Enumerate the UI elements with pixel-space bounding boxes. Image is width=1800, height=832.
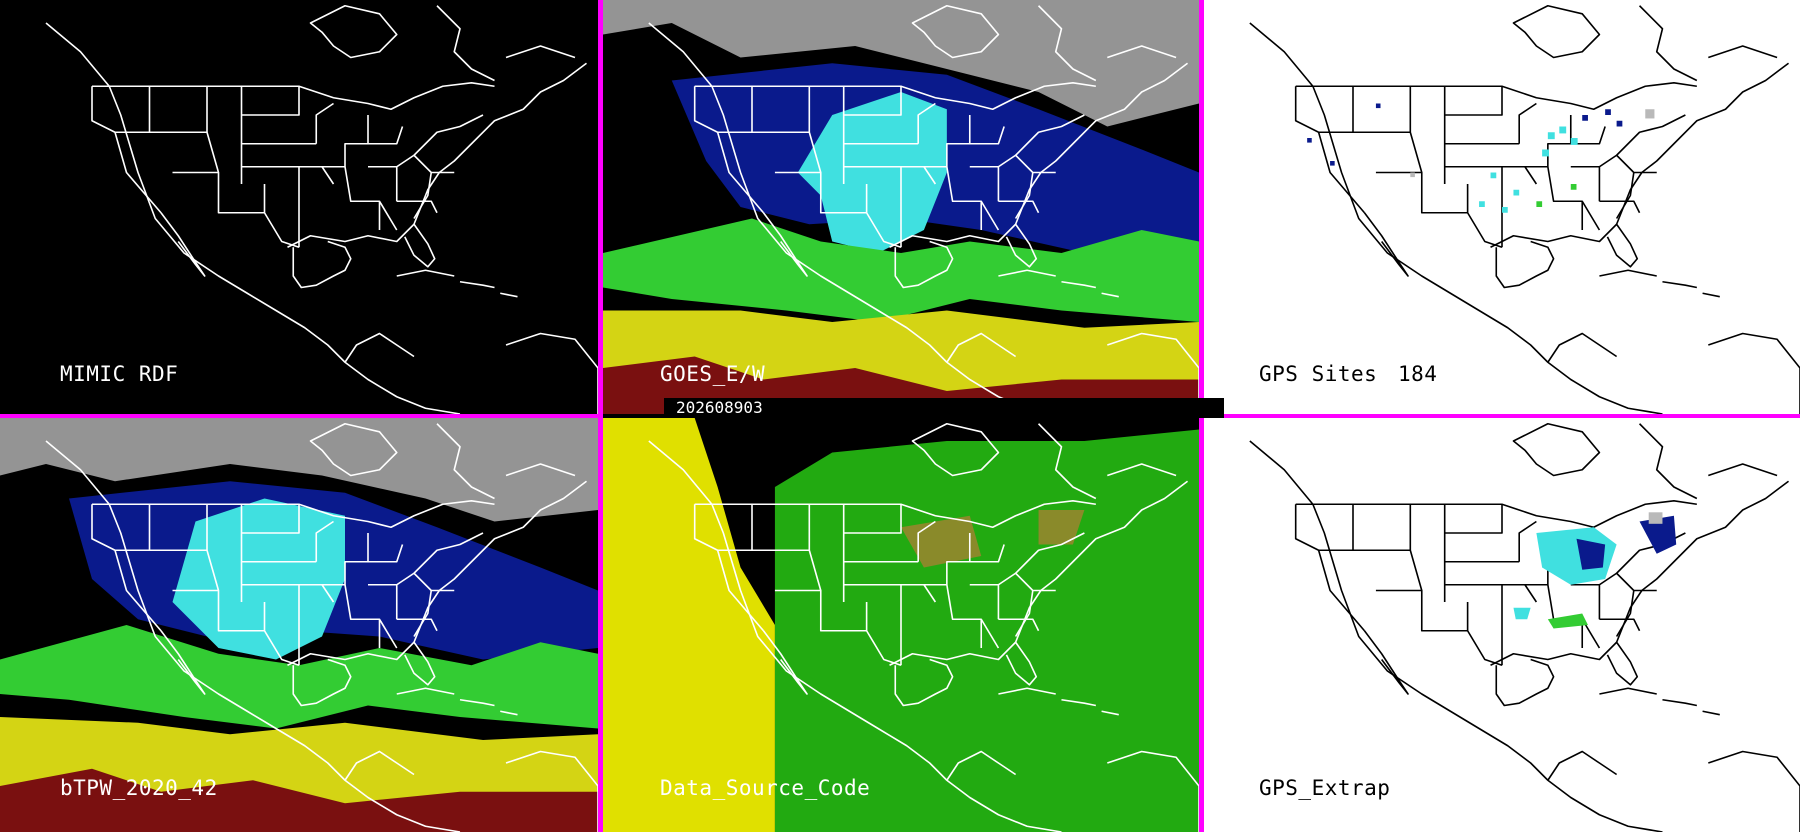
- panel-mimic-rdf: MIMIC RDF: [0, 0, 598, 414]
- divider-horizontal-left: [0, 414, 598, 418]
- map-gps-extrap: [1249, 422, 1800, 832]
- timestamp-label: 202608903: [676, 398, 763, 417]
- map-data-source: [603, 418, 1199, 832]
- timestamp-bar: [664, 398, 1224, 418]
- panel-label-goes: GOES_E/W: [660, 362, 766, 386]
- divider-vertical-left: [598, 0, 603, 832]
- panel-gps-sites: GPS Sites 184: [1204, 0, 1800, 414]
- map-btpw: [0, 418, 598, 832]
- gps-site-count: 184: [1398, 362, 1438, 386]
- gps-site-markers: [1307, 103, 1655, 213]
- panel-label-mimic-rdf: MIMIC RDF: [60, 362, 179, 386]
- panel-label-gps-extrap: GPS_Extrap: [1259, 776, 1391, 800]
- panel-btpw: bTPW_2020_42: [0, 418, 598, 832]
- map-gps-sites: [1249, 4, 1800, 414]
- panel-label-gps-sites: GPS Sites: [1259, 362, 1378, 386]
- panel-goes: GOES_E/W: [603, 0, 1199, 414]
- panel-label-btpw: bTPW_2020_42: [60, 776, 218, 800]
- map-mimic-rdf: [45, 4, 598, 414]
- panel-data-source: Data_Source_Code: [603, 418, 1199, 832]
- divider-horizontal-right: [1204, 414, 1800, 418]
- panel-label-data-source: Data_Source_Code: [660, 776, 871, 800]
- panel-gps-extrap: GPS_Extrap: [1204, 418, 1800, 832]
- map-goes: [603, 0, 1199, 414]
